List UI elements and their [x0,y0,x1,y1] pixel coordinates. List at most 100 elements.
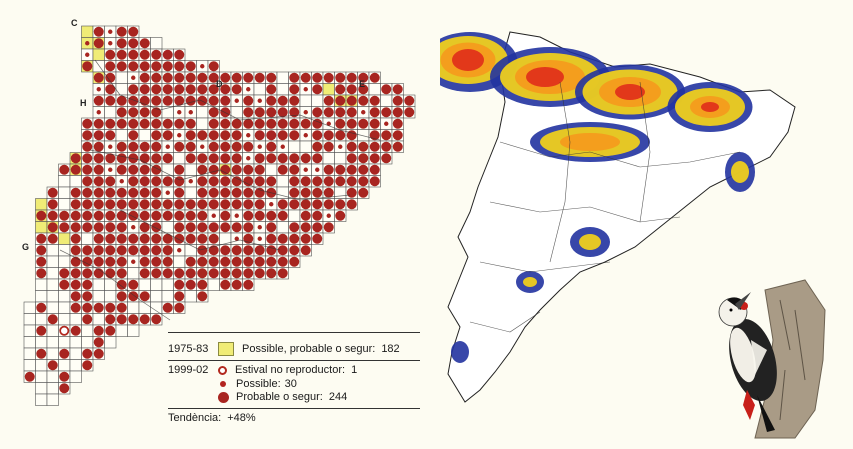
probable-dot [392,118,403,129]
probable-dot [312,222,323,233]
probable-dot [369,118,380,129]
possible-dot [338,144,343,149]
probable-dot [105,210,116,221]
probable-dot [220,118,231,129]
probable-dot [139,233,150,244]
probable-dot [116,107,127,118]
probable-dot [93,164,104,175]
probable-dot [220,268,231,279]
probable-dot [116,291,127,302]
grid-cell [46,244,59,257]
possible-dot [108,167,113,172]
probable-dot [185,210,196,221]
probable-dot [70,222,81,233]
possible-dot [303,110,308,115]
probable-dot [220,245,231,256]
probable-dot [243,268,254,279]
probable-dot [162,176,173,187]
probable-dot [82,118,93,129]
probable-dot [47,314,58,325]
probable-dot [162,95,173,106]
probable-dot [105,199,116,210]
grid-cell [58,232,71,245]
probable-dot [254,210,265,221]
probable-dot [289,107,300,118]
probable-dot [185,84,196,95]
grid-cell [276,221,289,234]
probable-dot [208,84,219,95]
probable-dot [59,164,70,175]
probable-dot [335,130,346,141]
probable-dot [289,245,300,256]
probable-dot [243,95,254,106]
probable-dot [105,72,116,83]
probable-dot [197,153,208,164]
probable-dot [70,164,81,175]
possible-dot [211,213,216,218]
grid-cell [69,347,82,360]
grid-cell [46,324,59,337]
probable-dot [231,164,242,175]
probable-dot [128,38,139,49]
probable-dot [231,187,242,198]
probable-dot [128,314,139,325]
probable-dot [162,199,173,210]
grid-cell [115,83,128,96]
probable-dot [289,153,300,164]
legend-possible-probable-label: Possible, probable o segur: [242,343,376,355]
grid-label-c: C [71,18,78,28]
grid-cell [92,290,105,303]
probable-dot [105,245,116,256]
probable-dot [335,199,346,210]
probable-dot [208,268,219,279]
probable-dot [266,95,277,106]
density-patches [440,32,755,363]
probable-dot [243,72,254,83]
probable-dot [93,26,104,37]
probable-dot [277,210,288,221]
probable-dot [128,210,139,221]
probable-dot [174,95,185,106]
probable-dot [47,233,58,244]
possible-dot [246,133,251,138]
probable-dot [139,210,150,221]
probable-dot [300,118,311,129]
probable-dot [93,337,104,348]
grid-cell [253,83,266,96]
grid-cell [35,382,48,395]
probable-dot [346,84,357,95]
probable-dot [231,256,242,267]
probable-dot [346,153,357,164]
probable-dot [151,95,162,106]
probable-dot [312,210,323,221]
probable-dot [82,130,93,141]
grid-cell [35,313,48,326]
probable-dot [174,199,185,210]
probable-dot [243,256,254,267]
probable-dot [128,187,139,198]
probable-dot [208,130,219,141]
probable-dot [59,222,70,233]
probable-dot [208,187,219,198]
probable-dot [116,118,127,129]
probable-dot [300,176,311,187]
probable-dot [289,164,300,175]
possible-dot [361,110,366,115]
open-circle-icon [218,365,227,375]
probable-dot [254,153,265,164]
grid-cell [138,301,151,314]
possible-dot [257,225,262,230]
probable-dot [82,176,93,187]
legend-period-1999: 1999-02 [168,364,209,376]
woodpecker-illustration [718,279,826,439]
probable-dot [231,268,242,279]
probable-dot [151,245,162,256]
probable-dot [185,279,196,290]
probable-dot [197,164,208,175]
grid-cell [127,267,140,280]
density-patch-mid [560,133,620,151]
probable-dot [243,279,254,290]
possible-dot [108,144,113,149]
probable-dot [139,107,150,118]
grid-cell [368,83,381,96]
